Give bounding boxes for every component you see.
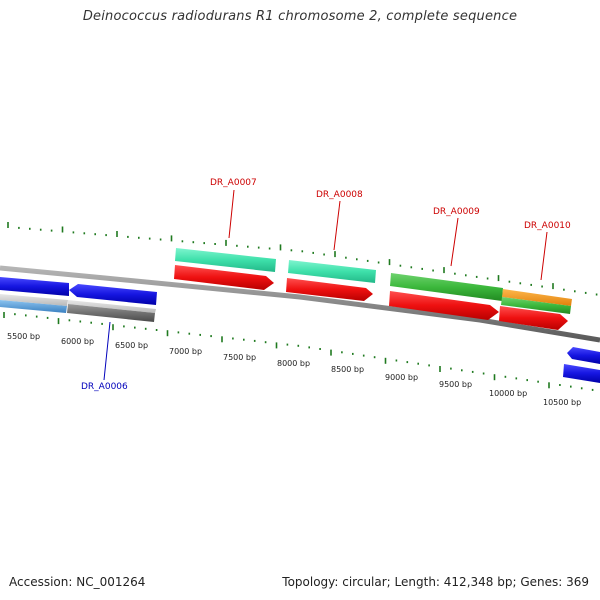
scale-label: 9000 bp bbox=[385, 373, 418, 382]
cds-DR_A0009[interactable] bbox=[389, 291, 499, 320]
chromosome-backbone bbox=[0, 265, 600, 343]
lightblue-band bbox=[0, 300, 67, 313]
gene-left-blue-arrow[interactable] bbox=[0, 277, 69, 296]
cds-DR_A0010[interactable] bbox=[499, 306, 568, 330]
gene-right-blue-arrow-1[interactable] bbox=[567, 347, 600, 364]
gene-DR_A0006-blue-arrow[interactable] bbox=[69, 284, 157, 305]
gene-labels: DR_A0007 DR_A0008 DR_A0009 DR_A0010 DR_A… bbox=[81, 178, 571, 392]
gene-DR_A0009-band[interactable] bbox=[390, 273, 503, 301]
scale-labels: 5500 bp 6000 bp 6500 bp 7000 bp 7500 bp … bbox=[7, 332, 581, 407]
scale-label: 6500 bp bbox=[115, 341, 148, 350]
scale-label: 8000 bp bbox=[277, 359, 310, 368]
scale-label: 10000 bp bbox=[489, 389, 527, 398]
gene-DR_A0008-band[interactable] bbox=[288, 260, 376, 283]
gene-label-DR_A0009[interactable]: DR_A0009 bbox=[433, 207, 480, 217]
scale-label: 5500 bp bbox=[7, 332, 40, 341]
scale-label: 8500 bp bbox=[331, 365, 364, 374]
forward-genes bbox=[175, 248, 572, 314]
accession-text: Accession: NC_001264 bbox=[9, 575, 146, 589]
gene-label-DR_A0007[interactable]: DR_A0007 bbox=[210, 178, 257, 188]
light-band bbox=[0, 294, 68, 306]
cds-DR_A0008[interactable] bbox=[286, 278, 373, 301]
gene-label-DR_A0006[interactable]: DR_A0006 bbox=[81, 382, 128, 392]
scale-label: 7500 bp bbox=[223, 353, 256, 362]
gene-right-blue-arrow-2[interactable] bbox=[563, 364, 600, 383]
scale-label: 7000 bp bbox=[169, 347, 202, 356]
scale-label: 6000 bp bbox=[61, 337, 94, 346]
gene-label-DR_A0010[interactable]: DR_A0010 bbox=[524, 221, 571, 231]
gene-DR_A0010-band[interactable] bbox=[502, 289, 572, 306]
topology-text: Topology: circular; Length: 412,348 bp; … bbox=[282, 575, 589, 589]
label-leaders bbox=[103, 189, 548, 381]
gene-DR_A0010-band-lower[interactable] bbox=[501, 297, 571, 314]
light-band-right bbox=[68, 300, 156, 313]
gene-DR_A0006-gray[interactable] bbox=[67, 304, 155, 322]
reverse-genes bbox=[0, 277, 600, 383]
gene-DR_A0007-band[interactable] bbox=[175, 248, 276, 272]
map-title: Deinococcus radiodurans R1 chromosome 2,… bbox=[82, 9, 518, 24]
scale-label: 10500 bp bbox=[543, 398, 581, 407]
cds-DR_A0007[interactable] bbox=[174, 265, 274, 290]
inner-scale-ticks bbox=[3, 312, 594, 391]
forward-cds bbox=[174, 265, 568, 330]
outer-scale-ticks bbox=[7, 222, 598, 296]
scale-label: 9500 bp bbox=[439, 380, 472, 389]
gene-label-DR_A0008[interactable]: DR_A0008 bbox=[316, 190, 363, 200]
